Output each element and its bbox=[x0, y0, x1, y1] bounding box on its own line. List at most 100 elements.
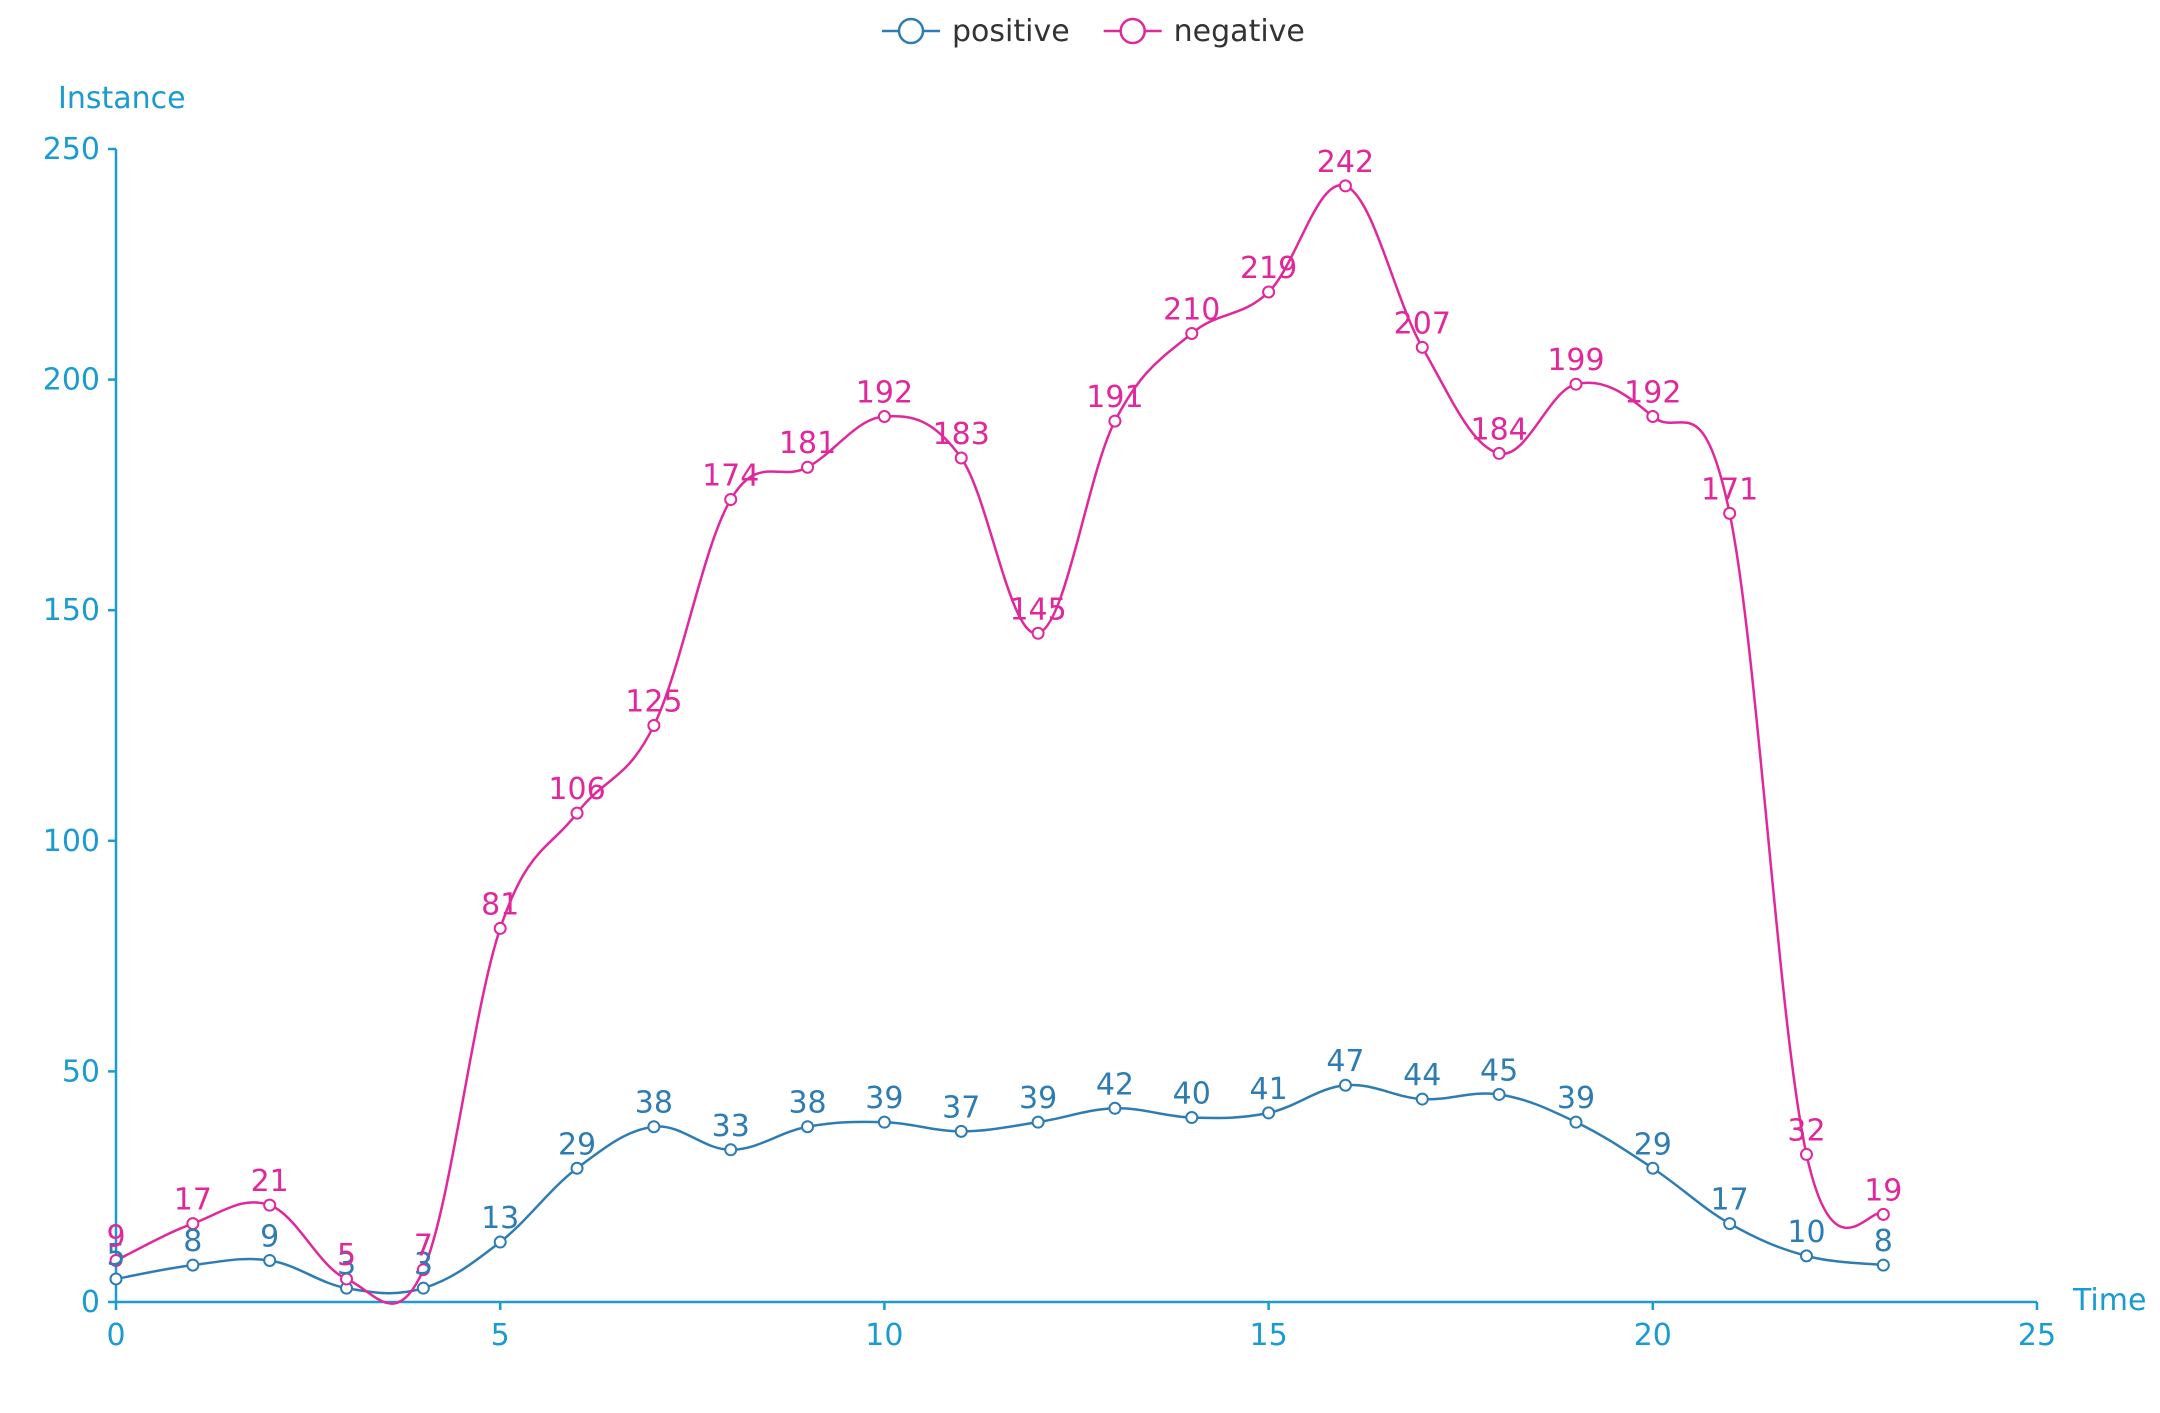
data-point-positive[interactable] bbox=[801, 1120, 815, 1134]
series-negative bbox=[109, 179, 1890, 1305]
data-point-negative[interactable] bbox=[570, 806, 584, 820]
data-label-positive: 47 bbox=[1326, 1044, 1364, 1079]
data-label-positive: 3 bbox=[414, 1247, 433, 1282]
data-point-positive[interactable] bbox=[416, 1281, 430, 1295]
data-point-positive[interactable] bbox=[877, 1115, 891, 1129]
data-label-positive: 5 bbox=[106, 1238, 125, 1273]
x-axis-title: Time bbox=[2072, 1283, 2146, 1318]
data-point-negative[interactable] bbox=[647, 719, 661, 732]
data-label-negative: 183 bbox=[933, 417, 990, 452]
legend-item-negative[interactable]: negative bbox=[1103, 14, 1305, 49]
data-label-positive: 3 bbox=[337, 1247, 356, 1282]
data-point-negative[interactable] bbox=[1031, 626, 1045, 640]
data-point-negative[interactable] bbox=[416, 1263, 430, 1277]
data-label-positive: 9 bbox=[260, 1219, 279, 1254]
data-label-negative: 192 bbox=[1624, 375, 1681, 410]
data-label-negative: 207 bbox=[1394, 306, 1451, 341]
data-point-negative[interactable] bbox=[1569, 377, 1583, 391]
data-label-positive: 41 bbox=[1250, 1072, 1288, 1107]
legend[interactable]: positive negative bbox=[882, 14, 1305, 49]
data-point-negative[interactable] bbox=[1876, 1207, 1890, 1221]
data-point-positive[interactable] bbox=[1262, 1106, 1276, 1120]
data-point-positive[interactable] bbox=[954, 1124, 968, 1138]
data-point-negative[interactable] bbox=[877, 409, 891, 423]
data-label-negative: 210 bbox=[1163, 292, 1220, 327]
data-point-negative[interactable] bbox=[1185, 326, 1199, 340]
y-tick-label: 250 bbox=[43, 132, 100, 167]
data-label-positive: 39 bbox=[865, 1081, 903, 1116]
data-point-positive[interactable] bbox=[186, 1258, 200, 1272]
data-point-negative[interactable] bbox=[724, 493, 738, 507]
data-point-negative[interactable] bbox=[954, 451, 968, 465]
data-point-negative[interactable] bbox=[1262, 285, 1276, 299]
data-point-positive[interactable] bbox=[109, 1272, 123, 1286]
data-label-positive: 37 bbox=[942, 1090, 980, 1125]
data-label-negative: 5 bbox=[337, 1238, 356, 1273]
data-label-negative: 32 bbox=[1787, 1113, 1825, 1148]
data-point-negative[interactable] bbox=[186, 1217, 200, 1231]
y-tick-label: 100 bbox=[43, 824, 100, 859]
data-point-positive[interactable] bbox=[1646, 1161, 1660, 1175]
data-label-positive: 29 bbox=[1634, 1127, 1672, 1162]
data-point-positive[interactable] bbox=[1876, 1258, 1890, 1272]
x-tick-label: 25 bbox=[2018, 1318, 2056, 1353]
data-point-positive[interactable] bbox=[1338, 1078, 1352, 1092]
data-point-positive[interactable] bbox=[1031, 1115, 1045, 1129]
data-label-negative: 21 bbox=[251, 1164, 289, 1199]
data-point-positive[interactable] bbox=[263, 1253, 277, 1267]
data-point-negative[interactable] bbox=[1723, 506, 1737, 520]
data-point-positive[interactable] bbox=[724, 1143, 738, 1157]
data-point-negative[interactable] bbox=[340, 1272, 354, 1286]
data-label-positive: 44 bbox=[1403, 1058, 1441, 1093]
data-point-positive[interactable] bbox=[1108, 1101, 1122, 1115]
data-point-negative[interactable] bbox=[263, 1198, 277, 1212]
data-label-negative: 171 bbox=[1701, 472, 1758, 507]
data-label-positive: 29 bbox=[558, 1127, 596, 1162]
x-tick-label: 5 bbox=[491, 1318, 510, 1353]
data-label-positive: 40 bbox=[1173, 1077, 1211, 1112]
series-line-positive bbox=[115, 1083, 1884, 1295]
data-label-positive: 33 bbox=[712, 1109, 750, 1144]
data-point-negative[interactable] bbox=[1415, 340, 1429, 354]
data-point-positive[interactable] bbox=[493, 1235, 507, 1249]
data-point-negative[interactable] bbox=[1338, 179, 1352, 193]
x-tick-label: 15 bbox=[1250, 1318, 1288, 1353]
series-positive bbox=[109, 1078, 1890, 1295]
data-label-positive: 39 bbox=[1557, 1081, 1595, 1116]
data-point-negative[interactable] bbox=[109, 1253, 123, 1267]
data-point-negative[interactable] bbox=[493, 921, 507, 935]
data-label-negative: 219 bbox=[1240, 251, 1297, 286]
data-point-positive[interactable] bbox=[1569, 1115, 1583, 1129]
data-label-negative: 199 bbox=[1547, 343, 1604, 378]
legend-item-positive[interactable]: positive bbox=[882, 14, 1070, 49]
data-label-positive: 38 bbox=[788, 1086, 826, 1121]
data-label-negative: 7 bbox=[414, 1229, 433, 1264]
data-label-negative: 19 bbox=[1864, 1173, 1902, 1208]
data-label-positive: 13 bbox=[481, 1201, 519, 1236]
y-tick-label: 50 bbox=[62, 1054, 100, 1089]
data-point-positive[interactable] bbox=[647, 1120, 661, 1134]
data-point-negative[interactable] bbox=[1646, 409, 1660, 423]
data-point-negative[interactable] bbox=[1799, 1147, 1813, 1161]
data-point-negative[interactable] bbox=[1108, 414, 1122, 428]
data-label-negative: 184 bbox=[1470, 412, 1527, 447]
data-point-positive[interactable] bbox=[1799, 1249, 1813, 1263]
data-label-negative: 192 bbox=[856, 375, 913, 410]
legend-label: negative bbox=[1174, 14, 1305, 49]
data-point-positive[interactable] bbox=[1492, 1087, 1506, 1101]
data-label-negative: 17 bbox=[174, 1183, 212, 1218]
data-label-positive: 17 bbox=[1711, 1183, 1749, 1218]
data-label-positive: 45 bbox=[1480, 1053, 1518, 1088]
legend-circle-icon bbox=[897, 17, 925, 45]
data-point-positive[interactable] bbox=[1185, 1111, 1199, 1125]
data-point-negative[interactable] bbox=[801, 460, 815, 474]
data-label-negative: 81 bbox=[481, 887, 519, 922]
data-point-positive[interactable] bbox=[1415, 1092, 1429, 1106]
data-point-negative[interactable] bbox=[1492, 446, 1506, 460]
data-point-positive[interactable] bbox=[1723, 1217, 1737, 1231]
data-label-negative: 9 bbox=[106, 1219, 125, 1254]
data-point-positive[interactable] bbox=[570, 1161, 584, 1175]
